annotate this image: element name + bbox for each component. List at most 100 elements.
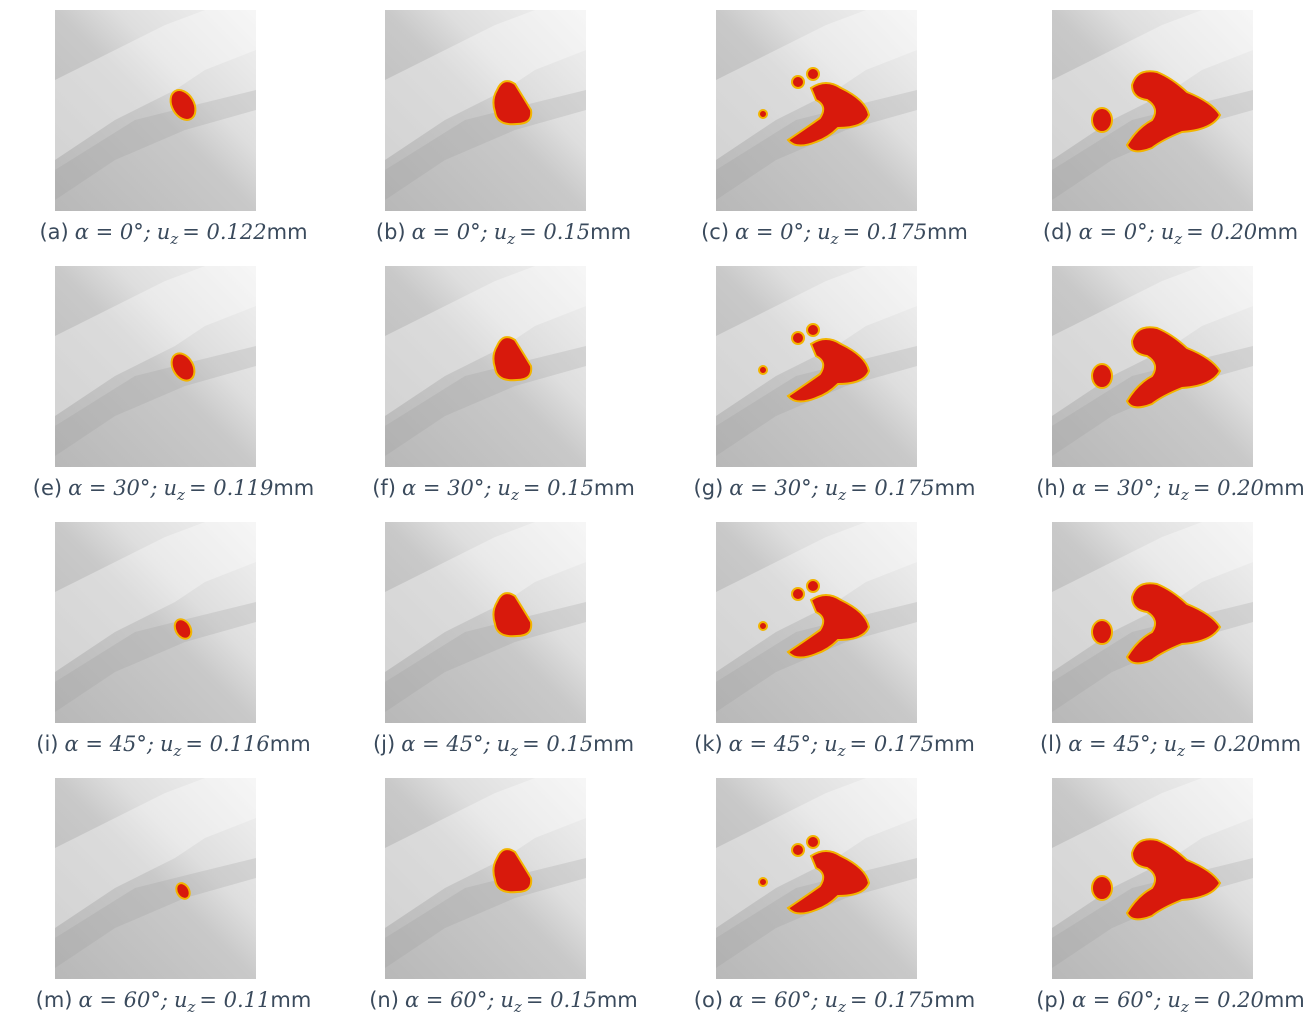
damage-region — [759, 878, 767, 886]
caption-unit: mm — [1264, 988, 1305, 1012]
caption-eq: = 0.175 — [850, 476, 934, 500]
caption-eq: = 0.116 — [185, 732, 269, 756]
caption: (m)α = 60°;uz= 0.11mm — [36, 988, 312, 1014]
caption-var: u — [824, 988, 838, 1012]
caption-angle: α = 45°; — [401, 732, 490, 756]
caption-var: u — [1161, 220, 1175, 244]
damage-region — [1092, 364, 1112, 388]
caption-angle: α = 30°; — [402, 476, 491, 500]
caption-label: (p) — [1036, 988, 1066, 1012]
caption-eq: = 0.119 — [189, 476, 273, 500]
caption-var: u — [497, 476, 511, 500]
caption-label: (j) — [373, 732, 395, 756]
caption-eq: = 0.20 — [1193, 988, 1264, 1012]
caption-unit: mm — [273, 476, 314, 500]
caption: (d)α = 0°;uz= 0.20mm — [1043, 220, 1298, 248]
caption-angle: α = 30°; — [1072, 476, 1161, 500]
panel — [55, 10, 256, 211]
caption-unit: mm — [935, 476, 976, 500]
caption-angle: α = 45°; — [65, 732, 154, 756]
caption-angle: α = 45°; — [1068, 732, 1157, 756]
caption-angle: α = 0°; — [75, 220, 151, 244]
caption-angle: α = 45°; — [729, 732, 818, 756]
panel — [55, 522, 256, 723]
caption-unit: mm — [934, 732, 975, 756]
caption-sub: z — [510, 486, 519, 504]
caption-var: u — [1164, 732, 1178, 756]
caption-unit: mm — [1264, 476, 1305, 500]
caption-label: (k) — [694, 732, 723, 756]
panel — [1052, 266, 1253, 467]
caption-eq: = 0.11 — [199, 988, 270, 1012]
caption-angle: α = 60°; — [729, 988, 818, 1012]
caption-angle: α = 0°; — [412, 220, 488, 244]
damage-region — [1092, 620, 1112, 644]
panel — [1052, 778, 1253, 979]
caption: (g)α = 30°;uz= 0.175mm — [694, 476, 976, 504]
caption-sub: z — [176, 486, 185, 504]
caption-sub: z — [837, 742, 846, 760]
damage-region — [1092, 108, 1112, 132]
caption-label: (d) — [1043, 220, 1073, 244]
damage-region — [759, 110, 767, 118]
damage-region — [807, 580, 819, 592]
panel — [385, 522, 586, 723]
damage-region — [807, 324, 819, 336]
caption-unit: mm — [934, 988, 975, 1012]
damage-region — [807, 68, 819, 80]
caption-unit: mm — [597, 988, 638, 1012]
caption-label: (g) — [694, 476, 724, 500]
caption-var: u — [500, 988, 514, 1012]
caption-unit: mm — [270, 732, 311, 756]
damage-region — [1092, 876, 1112, 900]
caption-sub: z — [509, 742, 518, 760]
caption-label: (a) — [39, 220, 68, 244]
caption-var: u — [494, 220, 508, 244]
caption-angle: α = 30°; — [729, 476, 818, 500]
caption: (f)α = 30°;uz= 0.15mm — [372, 476, 635, 504]
panel — [716, 778, 917, 979]
caption: (o)α = 60°;uz= 0.175mm — [694, 988, 975, 1014]
caption-unit: mm — [1257, 220, 1298, 244]
caption-eq: = 0.20 — [1189, 732, 1260, 756]
caption-unit: mm — [1260, 732, 1301, 756]
caption: (h)α = 30°;uz= 0.20mm — [1036, 476, 1305, 504]
caption-angle: α = 60°; — [405, 988, 494, 1012]
caption: (c)α = 0°;uz= 0.175mm — [701, 220, 968, 248]
caption-label: (i) — [36, 732, 58, 756]
caption-sub: z — [186, 998, 195, 1014]
caption-angle: α = 0°; — [735, 220, 811, 244]
caption: (k)α = 45°;uz= 0.175mm — [694, 732, 975, 760]
caption-var: u — [817, 220, 831, 244]
caption-var: u — [164, 476, 178, 500]
caption-sub: z — [837, 998, 846, 1014]
caption-eq: = 0.15 — [523, 476, 594, 500]
panel — [55, 778, 256, 979]
caption-sub: z — [837, 486, 846, 504]
caption-eq: = 0.20 — [1186, 220, 1257, 244]
caption: (p)α = 60°;uz= 0.20mm — [1036, 988, 1305, 1014]
panel — [385, 266, 586, 467]
panel — [385, 778, 586, 979]
caption-angle: α = 60°; — [79, 988, 168, 1012]
panel — [1052, 522, 1253, 723]
caption-angle: α = 30°; — [68, 476, 157, 500]
caption: (e)α = 30°;uz= 0.119mm — [33, 476, 315, 504]
caption: (b)α = 0°;uz= 0.15mm — [376, 220, 631, 248]
damage-region — [759, 366, 767, 374]
caption-label: (b) — [376, 220, 406, 244]
caption-label: (o) — [694, 988, 723, 1012]
panel — [55, 266, 256, 467]
caption-label: (f) — [372, 476, 396, 500]
caption-sub: z — [1180, 998, 1189, 1014]
caption-label: (l) — [1040, 732, 1062, 756]
caption-label: (c) — [701, 220, 729, 244]
figure: (a)α = 0°;uz= 0.122mm(b)α = 0°;uz= 0.15m… — [0, 0, 1311, 1014]
caption-var: u — [160, 732, 174, 756]
panel — [716, 522, 917, 723]
caption-label: (m) — [36, 988, 73, 1012]
caption-sub: z — [169, 230, 178, 248]
panel — [385, 10, 586, 211]
caption: (j)α = 45°;uz= 0.15mm — [373, 732, 634, 760]
caption-var: u — [824, 732, 838, 756]
